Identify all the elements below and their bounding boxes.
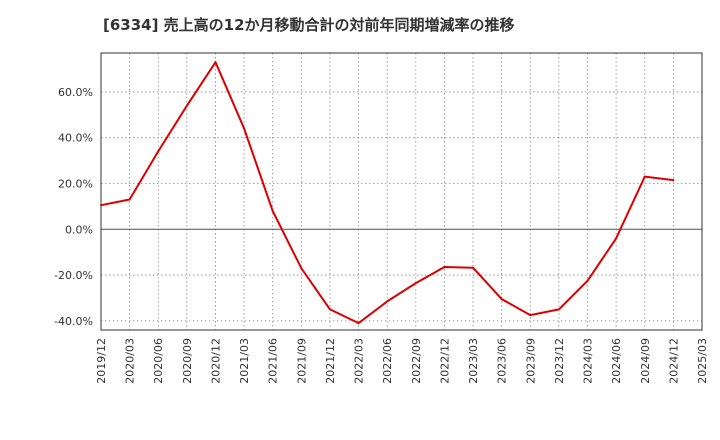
- x-tick-label: 2019/12: [95, 338, 108, 384]
- data-point: [586, 279, 589, 282]
- data-point: [357, 322, 360, 325]
- y-tick-label: -40.0%: [54, 315, 93, 328]
- data-point: [243, 127, 246, 130]
- data-point: [271, 209, 274, 212]
- data-point: [128, 198, 131, 201]
- data-point: [443, 266, 446, 269]
- data-point: [214, 61, 217, 64]
- data-point: [386, 300, 389, 303]
- data-point: [300, 267, 303, 270]
- x-tick-label: 2021/09: [295, 338, 308, 384]
- x-tick-label: 2020/03: [124, 338, 137, 384]
- y-tick-label: 20.0%: [58, 177, 93, 190]
- x-tick-label: 2022/06: [381, 338, 394, 384]
- x-tick-label: 2025/03: [696, 338, 709, 384]
- x-tick-label: 2020/06: [152, 338, 165, 384]
- y-tick-label: 40.0%: [58, 132, 93, 145]
- axis-layer: [100, 52, 703, 331]
- data-point: [328, 308, 331, 311]
- data-point: [100, 204, 102, 207]
- x-tick-label: 2023/03: [467, 338, 480, 384]
- x-tick-label: 2024/03: [582, 338, 595, 384]
- plot-frame: [100, 52, 703, 331]
- data-point: [500, 298, 503, 301]
- data-point: [643, 175, 646, 178]
- y-tick-label: 60.0%: [58, 86, 93, 99]
- data-point: [185, 104, 188, 107]
- x-tick-label: 2024/12: [667, 338, 680, 384]
- x-tick-label: 2022/12: [438, 338, 451, 384]
- data-point: [414, 282, 417, 285]
- x-tick-label: 2020/09: [181, 338, 194, 384]
- y-tick-label: -20.0%: [54, 269, 93, 282]
- data-point: [615, 237, 618, 240]
- data-point: [672, 179, 675, 182]
- series-layer: [100, 61, 675, 325]
- data-point: [529, 314, 532, 317]
- chart-title: [6334] 売上高の12か月移動合計の対前年同期増減率の推移: [103, 16, 515, 34]
- x-tick-label: 2021/06: [267, 338, 280, 384]
- grid-layer: [101, 53, 702, 330]
- x-tick-label: 2023/12: [553, 338, 566, 384]
- x-tick-label: 2023/09: [524, 338, 537, 384]
- data-point: [157, 150, 160, 153]
- x-tick-label: 2020/12: [209, 338, 222, 384]
- x-tick-label: 2022/03: [353, 338, 366, 384]
- label-layer: 60.0% 40.0% 20.0% 0.0% -20.0% -40.0%2019/12 20…: [54, 86, 709, 384]
- x-tick-label: 2022/09: [410, 338, 423, 384]
- x-tick-label: 2021/12: [324, 338, 337, 384]
- data-point: [557, 308, 560, 311]
- x-tick-label: 2024/09: [639, 338, 652, 384]
- x-tick-label: 2021/03: [238, 338, 251, 384]
- y-tick-label: 0.0%: [65, 223, 93, 236]
- x-tick-label: 2024/06: [610, 338, 623, 384]
- x-tick-label: 2023/06: [496, 338, 509, 384]
- data-point: [472, 266, 475, 269]
